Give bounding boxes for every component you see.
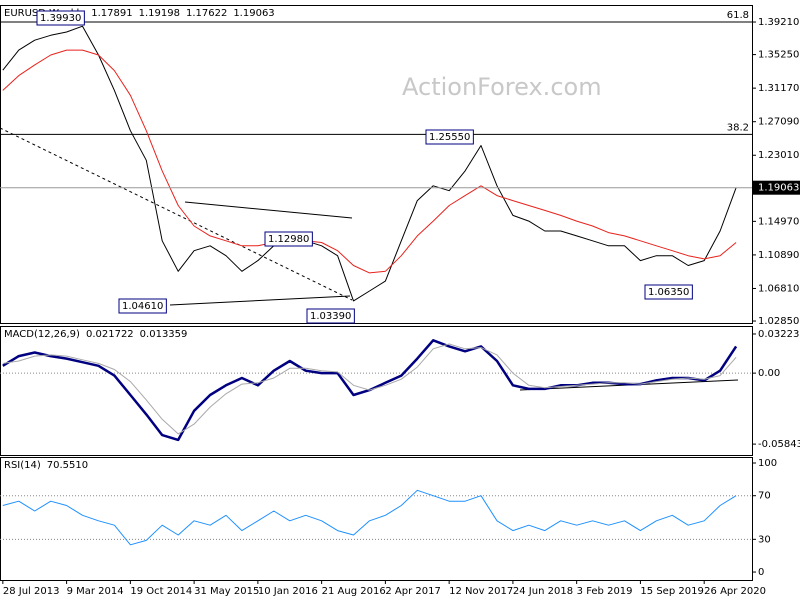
y-tick-label: 1.27090 <box>758 117 799 128</box>
trendline <box>169 295 351 306</box>
y-tick-label: 0 <box>758 567 764 578</box>
annotation: 1.03390 <box>310 311 351 322</box>
panel-frame <box>0 457 753 581</box>
level-label: 38.2 <box>727 122 749 133</box>
annotation-box <box>118 298 167 314</box>
trendline <box>184 201 353 219</box>
x-tick-label: 21 Aug 2016 <box>322 586 386 597</box>
series-line <box>2 489 737 546</box>
annotation: 1.12980 <box>268 234 309 245</box>
current-price-label: 1.19063 <box>758 183 799 194</box>
reading: 0.021722 <box>86 329 134 340</box>
x-tick-label: 3 Feb 2019 <box>577 586 633 597</box>
x-tick-label: 12 Nov 2017 <box>449 586 513 597</box>
y-tick-label: 1.31170 <box>758 83 799 94</box>
x-tick-label: 26 Apr 2020 <box>704 586 766 597</box>
y-tick-label: 1.23010 <box>758 150 799 161</box>
annotation-box <box>425 129 474 145</box>
reading: 1.19063 <box>233 8 274 19</box>
series-line <box>2 25 737 302</box>
watermark: ActionForex.com <box>402 73 602 101</box>
x-tick-label: 9 Mar 2014 <box>67 586 124 597</box>
annotation-box <box>644 284 693 300</box>
x-tick-label: 15 Sep 2019 <box>640 586 703 597</box>
y-tick-label: 100 <box>758 458 777 469</box>
panel-title: MACD(12,26,9) <box>4 329 80 340</box>
y-tick-label: 1.35250 <box>758 50 799 61</box>
y-tick-label: 1.06810 <box>758 283 799 294</box>
reading: 1.17622 <box>186 8 227 19</box>
reading: 0.013359 <box>140 329 188 340</box>
annotation: 1.25550 <box>429 132 470 143</box>
reading: 1.17891 <box>91 8 132 19</box>
series-line <box>2 343 737 435</box>
reading: 70.5510 <box>47 460 88 471</box>
current-price-box <box>752 180 800 195</box>
series-line <box>2 49 737 274</box>
y-tick-label: 0.00 <box>758 368 780 379</box>
panel-frame <box>0 5 753 324</box>
y-tick-label: 1.02850 <box>758 316 799 327</box>
x-tick-label: 24 Jun 2018 <box>513 586 573 597</box>
annotation-box <box>306 308 355 324</box>
x-tick-label: 19 Oct 2014 <box>130 586 192 597</box>
level-label: 61.8 <box>727 10 749 21</box>
y-tick-label: 1.14970 <box>758 216 799 227</box>
x-tick-label: 2 Apr 2017 <box>385 586 440 597</box>
annotation-box <box>264 231 313 247</box>
y-tick-label: 0.032235 <box>758 329 800 340</box>
x-tick-label: 31 May 2015 <box>194 586 259 597</box>
reading: 1.19198 <box>139 8 180 19</box>
y-tick-label: 1.10890 <box>758 250 799 261</box>
panel-title: RSI(14) <box>4 460 41 471</box>
x-tick-label: 28 Jul 2013 <box>3 586 60 597</box>
panel-frame <box>0 326 753 456</box>
annotation: 1.06350 <box>648 287 689 298</box>
annotation: 1.04610 <box>122 301 163 312</box>
y-tick-label: 1.39210 <box>758 17 799 28</box>
annotation: 1.39930 <box>40 13 81 24</box>
y-tick-label: 30 <box>758 534 771 545</box>
x-tick-label: 10 Jan 2016 <box>258 586 318 597</box>
y-tick-label: -0.058434 <box>758 439 800 450</box>
y-tick-label: 70 <box>758 491 771 502</box>
trendline <box>0 127 353 301</box>
annotation-box <box>36 10 85 26</box>
